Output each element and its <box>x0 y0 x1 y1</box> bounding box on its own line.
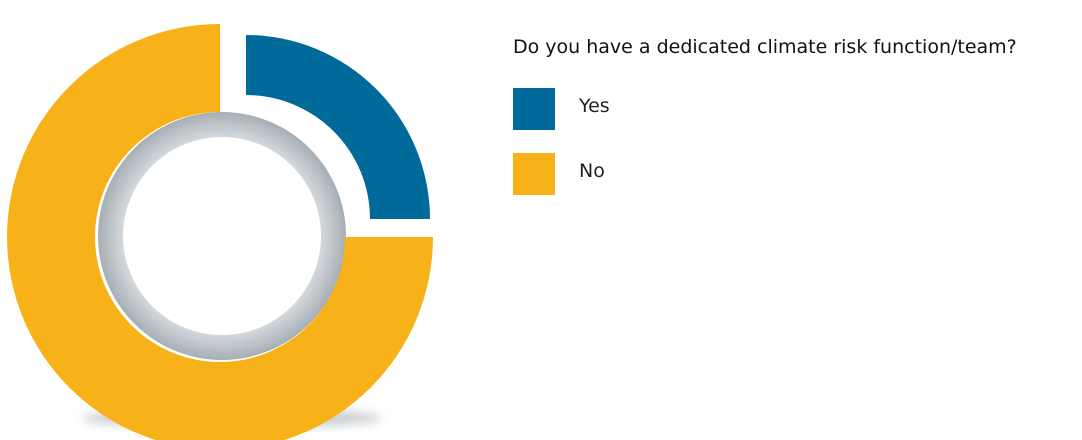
legend-swatch-no <box>513 153 555 195</box>
legend-item-no: No <box>513 153 610 195</box>
legend-item-yes: Yes <box>513 88 610 130</box>
donut-slice-yes <box>246 35 430 219</box>
legend-label-yes: Yes <box>579 95 610 117</box>
donut-chart <box>7 24 433 440</box>
donut-slice-no <box>7 24 433 440</box>
donut-hole <box>123 137 321 335</box>
legend: Yes No <box>513 88 610 218</box>
chart-title: Do you have a dedicated climate risk fun… <box>513 36 1017 58</box>
legend-label-no: No <box>579 160 605 182</box>
legend-swatch-yes <box>513 88 555 130</box>
